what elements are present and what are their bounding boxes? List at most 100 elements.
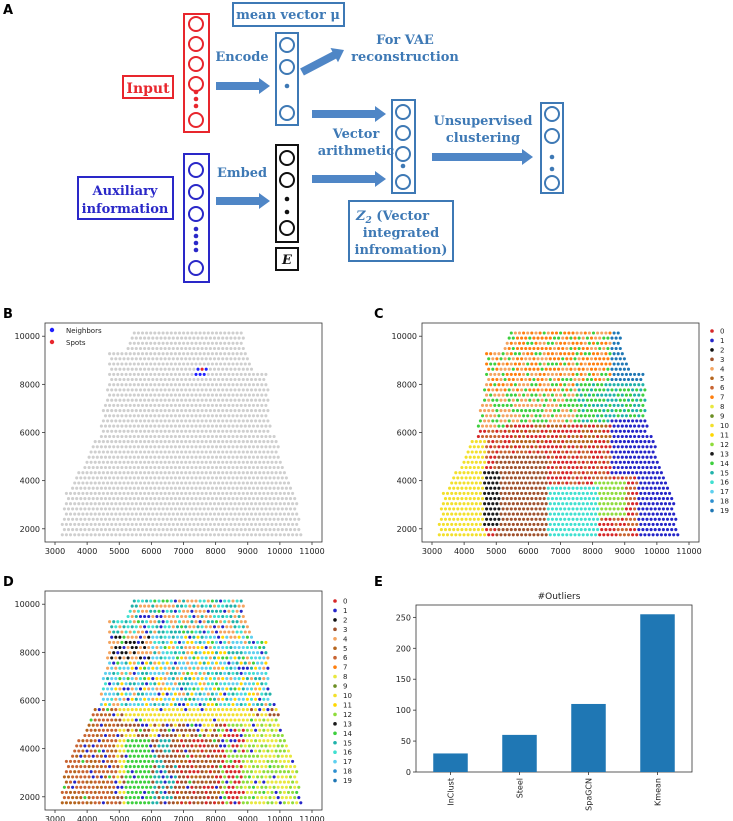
spot [618, 440, 622, 444]
spot [208, 377, 212, 382]
spot [581, 440, 585, 444]
spot [175, 522, 180, 526]
spot [196, 770, 200, 774]
spot [138, 419, 143, 423]
spot [143, 460, 147, 464]
spot [641, 528, 645, 532]
spot [663, 491, 668, 495]
spot [157, 486, 161, 490]
spot [616, 476, 620, 480]
spot [249, 460, 254, 464]
spot [513, 497, 517, 501]
spot [149, 331, 153, 335]
y-tick-label: 2000 [397, 525, 417, 534]
spot [441, 491, 445, 495]
spot [528, 450, 532, 454]
spot [278, 739, 282, 743]
spot [147, 502, 151, 506]
spot [278, 502, 282, 506]
spot [497, 517, 501, 521]
z2-line1-rest: (Vector [372, 209, 429, 224]
spot [612, 497, 616, 501]
spot [594, 388, 598, 392]
spot [454, 512, 458, 516]
spot [645, 476, 649, 480]
spot [163, 759, 167, 763]
spot [134, 759, 138, 763]
spot [194, 372, 198, 376]
spot [517, 403, 522, 407]
spot [495, 409, 499, 413]
spot [140, 682, 145, 686]
spot [75, 765, 79, 769]
spot [493, 434, 497, 439]
spot [108, 713, 112, 717]
spot [503, 388, 507, 392]
spot [462, 502, 466, 506]
spot [274, 739, 278, 743]
spot [515, 522, 520, 526]
spot [507, 419, 511, 423]
spot [565, 522, 569, 526]
spot [606, 471, 610, 475]
spot [221, 687, 225, 691]
unsup-label-line2: clustering [446, 131, 520, 146]
spot [503, 429, 507, 433]
spot [126, 398, 130, 402]
spot [83, 754, 87, 758]
spot [542, 414, 546, 418]
spot [643, 429, 647, 433]
spot [169, 445, 173, 449]
spot [177, 486, 182, 490]
spot [177, 507, 182, 511]
spot [536, 346, 540, 351]
spot [635, 481, 639, 485]
spot [526, 497, 530, 501]
spot [200, 512, 204, 516]
spot [120, 424, 124, 428]
spot [151, 780, 155, 784]
spot [124, 383, 128, 387]
spot [579, 445, 583, 449]
spot [120, 414, 124, 418]
spot [134, 801, 138, 805]
spot [198, 702, 202, 707]
spot [91, 713, 95, 717]
spot [120, 393, 124, 397]
spot [643, 388, 647, 392]
spot [128, 702, 132, 707]
spot [647, 491, 651, 495]
spot [192, 409, 196, 413]
spot [225, 357, 229, 361]
spot [122, 429, 126, 433]
spot [554, 455, 559, 459]
spot [485, 414, 489, 418]
spot [536, 409, 540, 413]
spot [134, 522, 138, 526]
spot [489, 476, 493, 480]
spot [177, 455, 182, 459]
spot [460, 486, 464, 490]
spot [633, 486, 637, 490]
spot [268, 785, 272, 789]
spot [134, 708, 138, 712]
spot [210, 682, 214, 686]
spot [106, 512, 110, 516]
spot [169, 455, 173, 459]
spot [628, 445, 633, 449]
spot [517, 331, 522, 335]
spot [540, 502, 544, 506]
spot [612, 486, 616, 490]
output-circles [544, 106, 560, 191]
spot [200, 801, 204, 805]
spot [143, 502, 147, 506]
spot [624, 455, 628, 459]
spot [571, 341, 575, 345]
spot [190, 517, 194, 521]
spot [293, 796, 297, 800]
spot [151, 491, 155, 495]
spot [581, 460, 585, 464]
spot [604, 517, 608, 521]
spot [495, 533, 499, 537]
spot [641, 414, 645, 418]
